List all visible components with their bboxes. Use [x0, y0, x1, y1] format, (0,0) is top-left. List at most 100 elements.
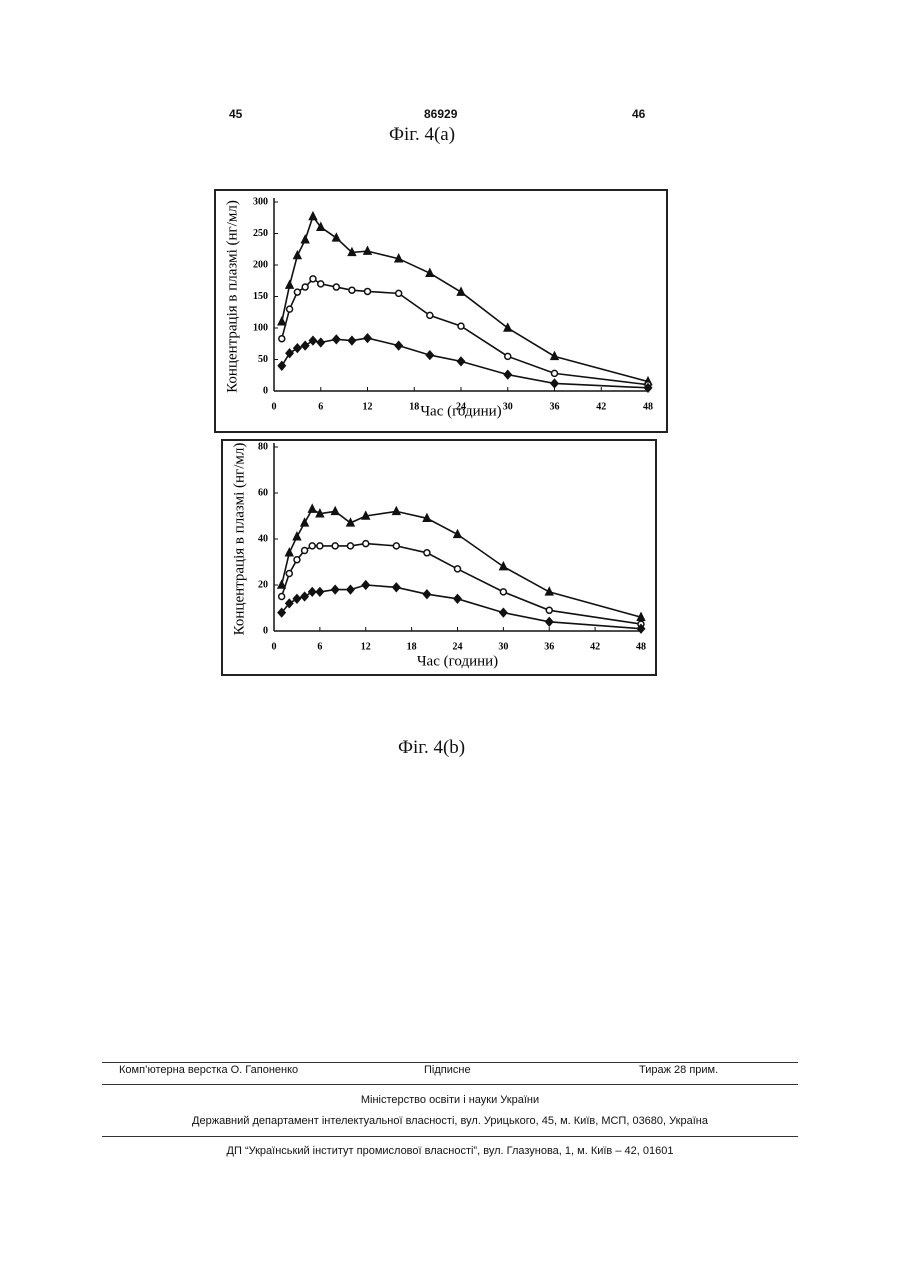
- y-tick-label: 80: [258, 441, 268, 452]
- marker: [309, 212, 316, 219]
- marker: [500, 589, 506, 595]
- marker: [302, 342, 309, 350]
- x-tick-label: 12: [361, 641, 371, 652]
- x-tick-label: 30: [503, 401, 513, 412]
- x-tick-label: 6: [318, 401, 323, 412]
- marker: [316, 510, 323, 517]
- marker: [363, 541, 369, 547]
- marker: [294, 289, 300, 295]
- marker: [347, 519, 354, 526]
- marker: [278, 318, 285, 325]
- marker: [393, 507, 400, 514]
- marker: [423, 590, 430, 598]
- x-tick-label: 42: [590, 641, 600, 652]
- marker: [349, 287, 355, 293]
- marker: [309, 543, 315, 549]
- marker: [426, 351, 433, 359]
- marker: [395, 255, 402, 262]
- marker: [362, 581, 369, 589]
- marker: [454, 530, 461, 537]
- marker: [318, 281, 324, 287]
- y-tick-label: 0: [263, 625, 268, 636]
- marker: [309, 588, 316, 596]
- marker: [546, 607, 552, 613]
- page: 45 86929 46 Фіг. 4(а) Фіг. 4(b) 05010015…: [0, 0, 900, 1273]
- marker: [393, 543, 399, 549]
- y-axis-label: Концентрація в плазмі (нг/мл): [224, 200, 240, 393]
- marker: [546, 588, 553, 595]
- marker: [551, 352, 558, 359]
- footer-text: Державний департамент інтелектуальної вл…: [0, 1115, 900, 1127]
- marker: [333, 284, 339, 290]
- marker: [546, 618, 553, 626]
- chart-frame: [215, 190, 667, 432]
- footer-text: Комп’ютерна верстка О. Гапоненко: [119, 1064, 298, 1076]
- marker: [638, 613, 645, 620]
- marker: [294, 344, 301, 352]
- marker: [317, 338, 324, 346]
- y-tick-label: 200: [253, 259, 268, 270]
- footer-text: ДП “Український інститут промислової вла…: [0, 1145, 900, 1157]
- marker: [309, 505, 316, 512]
- x-axis-label: Час (години): [417, 653, 498, 669]
- marker: [364, 334, 371, 342]
- marker: [365, 288, 371, 294]
- x-tick-label: 36: [550, 401, 560, 412]
- marker: [309, 337, 316, 345]
- marker: [293, 595, 300, 603]
- rule: [102, 1136, 798, 1137]
- y-tick-label: 20: [258, 579, 268, 590]
- x-tick-label: 42: [596, 401, 606, 412]
- marker: [333, 234, 340, 241]
- marker: [396, 290, 402, 296]
- x-tick-label: 0: [272, 401, 277, 412]
- marker: [458, 288, 465, 295]
- marker: [286, 281, 293, 288]
- marker: [294, 252, 301, 259]
- x-tick-label: 6: [317, 641, 322, 652]
- marker: [500, 609, 507, 617]
- marker: [347, 586, 354, 594]
- marker: [427, 312, 433, 318]
- marker: [286, 571, 292, 577]
- x-tick-label: 0: [272, 641, 277, 652]
- footer-text: Міністерство освіти і науки України: [0, 1094, 900, 1106]
- y-tick-label: 300: [253, 196, 268, 207]
- y-tick-label: 250: [253, 228, 268, 239]
- rule: [102, 1062, 798, 1063]
- y-axis-label: Концентрація в плазмі (нг/мл): [231, 443, 247, 636]
- marker: [347, 543, 353, 549]
- marker: [332, 586, 339, 594]
- y-tick-label: 40: [258, 533, 268, 544]
- marker: [455, 566, 461, 572]
- x-tick-label: 18: [407, 641, 417, 652]
- marker: [294, 557, 300, 563]
- marker: [332, 507, 339, 514]
- marker: [302, 284, 308, 290]
- y-tick-label: 50: [258, 354, 268, 365]
- marker: [505, 353, 511, 359]
- marker: [424, 550, 430, 556]
- x-tick-label: 48: [636, 641, 646, 652]
- marker: [423, 514, 430, 521]
- marker: [279, 336, 285, 342]
- marker: [317, 543, 323, 549]
- x-axis-label: Час (години): [420, 403, 501, 419]
- marker: [348, 337, 355, 345]
- x-tick-label: 48: [643, 401, 653, 412]
- y-tick-label: 60: [258, 487, 268, 498]
- marker: [393, 583, 400, 591]
- footer-text: Тираж 28 прим.: [639, 1064, 718, 1076]
- marker: [551, 379, 558, 387]
- marker: [302, 548, 308, 554]
- x-tick-label: 36: [544, 641, 554, 652]
- marker: [504, 371, 511, 379]
- marker: [364, 247, 371, 254]
- x-tick-label: 24: [453, 641, 463, 652]
- marker: [426, 269, 433, 276]
- figure-caption: Фіг. 4(b): [398, 737, 465, 759]
- marker: [500, 563, 507, 570]
- marker: [362, 512, 369, 519]
- marker: [395, 342, 402, 350]
- x-tick-label: 12: [363, 401, 373, 412]
